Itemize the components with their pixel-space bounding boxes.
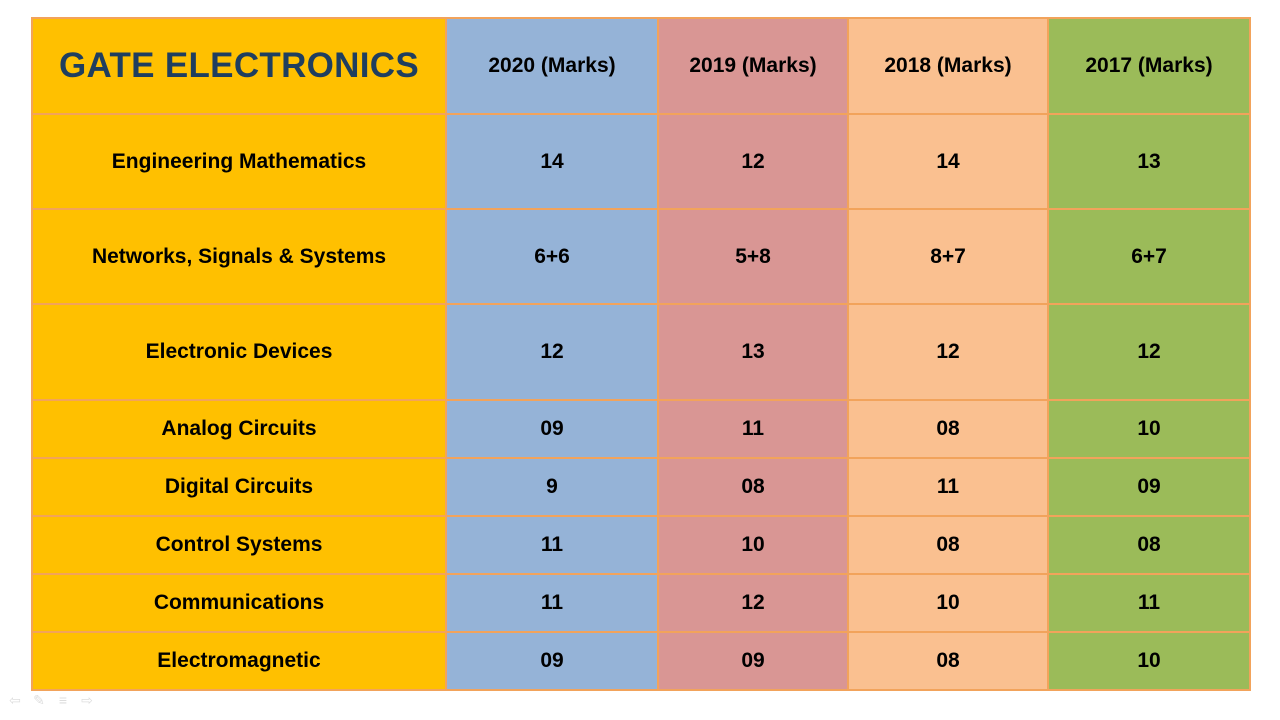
table-row: Communications 11 12 10 11	[31, 572, 1251, 633]
marks-cell-2020: 14	[445, 113, 659, 211]
marks-cell-2020: 11	[445, 514, 659, 575]
marks-cell-2019: 12	[657, 572, 849, 633]
column-header-2018: 2018 (Marks)	[847, 16, 1049, 116]
subject-cell: Electromagnetic	[31, 630, 447, 692]
table-title: GATE ELECTRONICS	[31, 16, 447, 116]
marks-cell-2018: 08	[847, 630, 1049, 692]
marks-cell-2019: 09	[657, 630, 849, 692]
column-header-2017: 2017 (Marks)	[1047, 16, 1251, 116]
header-row: GATE ELECTRONICS 2020 (Marks) 2019 (Mark…	[31, 16, 1251, 116]
marks-cell-2018: 14	[847, 113, 1049, 211]
marks-cell-2019: 5+8	[657, 208, 849, 306]
table-row: Analog Circuits 09 11 08 10	[31, 398, 1251, 459]
slideshow-controls: ⇦ ✎ ≡ ⇨	[6, 692, 96, 708]
table-row: Engineering Mathematics 14 12 14 13	[31, 113, 1251, 211]
marks-cell-2018: 11	[847, 456, 1049, 517]
marks-cell-2018: 08	[847, 514, 1049, 575]
menu-icon[interactable]: ≡	[58, 692, 68, 708]
marks-cell-2017: 11	[1047, 572, 1251, 633]
marks-cell-2018: 8+7	[847, 208, 1049, 306]
marks-cell-2017: 08	[1047, 514, 1251, 575]
marks-cell-2020: 6+6	[445, 208, 659, 306]
marks-cell-2020: 09	[445, 398, 659, 459]
marks-cell-2019: 13	[657, 303, 849, 401]
marks-cell-2017: 6+7	[1047, 208, 1251, 306]
table-row: Control Systems 11 10 08 08	[31, 514, 1251, 575]
next-icon[interactable]: ⇨	[81, 692, 93, 708]
column-header-2019: 2019 (Marks)	[657, 16, 849, 116]
marks-cell-2017: 13	[1047, 113, 1251, 211]
subject-cell: Networks, Signals & Systems	[31, 208, 447, 306]
marks-cell-2020: 11	[445, 572, 659, 633]
marks-cell-2020: 9	[445, 456, 659, 517]
table-row: Electronic Devices 12 13 12 12	[31, 303, 1251, 401]
subject-cell: Electronic Devices	[31, 303, 447, 401]
marks-table-container: GATE ELECTRONICS 2020 (Marks) 2019 (Mark…	[31, 16, 1251, 692]
marks-cell-2018: 08	[847, 398, 1049, 459]
marks-table: GATE ELECTRONICS 2020 (Marks) 2019 (Mark…	[31, 16, 1251, 692]
table-row: Electromagnetic 09 09 08 10	[31, 630, 1251, 692]
subject-cell: Digital Circuits	[31, 456, 447, 517]
table-row: Networks, Signals & Systems 6+6 5+8 8+7 …	[31, 208, 1251, 306]
marks-cell-2019: 08	[657, 456, 849, 517]
marks-cell-2018: 10	[847, 572, 1049, 633]
subject-cell: Engineering Mathematics	[31, 113, 447, 211]
marks-cell-2019: 12	[657, 113, 849, 211]
column-header-2020: 2020 (Marks)	[445, 16, 659, 116]
previous-icon[interactable]: ⇦	[9, 692, 21, 708]
subject-cell: Analog Circuits	[31, 398, 447, 459]
marks-cell-2019: 10	[657, 514, 849, 575]
marks-cell-2020: 12	[445, 303, 659, 401]
subject-cell: Control Systems	[31, 514, 447, 575]
pen-icon[interactable]: ✎	[33, 692, 45, 708]
marks-cell-2017: 12	[1047, 303, 1251, 401]
marks-cell-2017: 10	[1047, 398, 1251, 459]
subject-cell: Communications	[31, 572, 447, 633]
marks-cell-2018: 12	[847, 303, 1049, 401]
table-row: Digital Circuits 9 08 11 09	[31, 456, 1251, 517]
marks-cell-2020: 09	[445, 630, 659, 692]
marks-cell-2019: 11	[657, 398, 849, 459]
marks-cell-2017: 09	[1047, 456, 1251, 517]
marks-cell-2017: 10	[1047, 630, 1251, 692]
